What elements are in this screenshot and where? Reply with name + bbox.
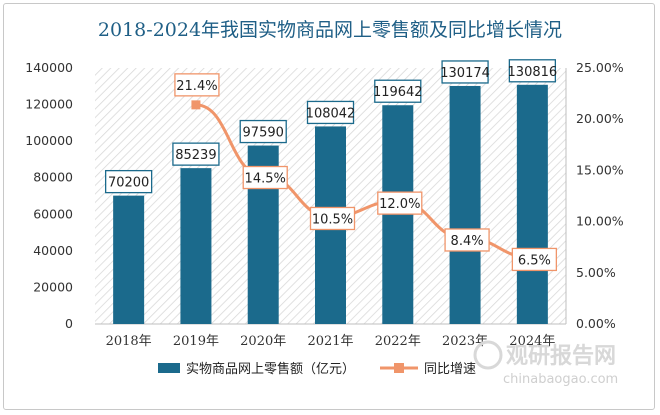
line-value-label-box (242, 165, 288, 190)
bar-value-label-box (508, 59, 557, 83)
x-axis: 2018年 2019年 2020年 2021年 2022年 2023年 2024年 (95, 323, 566, 349)
left-y-tick-label: 40000 (33, 243, 73, 258)
bar-value-label: 85239 (175, 148, 216, 163)
bar-value-label: 97590 (243, 126, 284, 141)
bar-value-label-box (172, 142, 220, 166)
line-value-label: 10.5% (312, 212, 353, 227)
x-tick-label: 2018年 (106, 334, 152, 349)
right-y-tick-label: 10.00% (576, 214, 624, 229)
chart-title: 2018-2024年我国实物商品网上零售额及同比增长情况 (98, 19, 562, 41)
right-y-tick-label: 0.00% (576, 316, 616, 331)
right-y-tick-label: 20.00% (576, 111, 624, 126)
left-y-tick-label: 20000 (33, 279, 73, 294)
x-tick-label: 2020年 (240, 334, 286, 349)
bar-value-label-box (239, 119, 287, 144)
x-tick-label: 2022年 (375, 334, 421, 349)
line-value-label: 6.5% (518, 253, 551, 268)
bar-value-label: 108042 (306, 106, 356, 121)
line-marker (191, 100, 201, 110)
legend-swatch-bar (158, 363, 180, 373)
left-y-tick-label: 60000 (33, 206, 73, 221)
bar (449, 85, 481, 324)
bar-value-label-box (374, 79, 422, 103)
line-value-label-box (511, 247, 558, 272)
left-y-tick-label: 140000 (25, 60, 73, 75)
bar-value-label: 119642 (373, 85, 423, 100)
right-y-axis: 0.00% 5.00% 10.00% 15.00% 20.00% 25.00% (565, 60, 624, 331)
line-value-label-box (309, 206, 356, 231)
line-value-label-box (174, 73, 220, 97)
line-value-label-box (377, 191, 423, 215)
right-y-tick-label: 15.00% (576, 162, 624, 177)
watermark: 观研报告网 chinabaogao.com (473, 340, 618, 387)
bar-value-label-box (441, 60, 489, 84)
x-tick-label: 2021年 (307, 334, 353, 349)
bar-value-label: 130816 (508, 65, 558, 80)
legend-swatch-marker (394, 363, 404, 373)
x-tick-label: 2024年 (509, 334, 555, 349)
legend-label-bar: 实物商品网上零售额（亿元） (186, 361, 355, 377)
left-y-axis: 0 20000 40000 60000 80000 100000 120000 140000 (25, 60, 73, 331)
x-tick-label: 2023年 (442, 334, 488, 349)
x-tick-label: 2019年 (173, 334, 219, 349)
line-value-label: 14.5% (245, 172, 286, 187)
watermark-logo-icon (473, 340, 503, 370)
bar-value-label-box (306, 100, 355, 125)
data-labels: 70200 85239 97590 108042 119642 130174 130816 2… (104, 59, 558, 272)
line-value-label-box (444, 228, 490, 252)
line-value-label: 12.0% (379, 197, 420, 212)
left-y-tick-label: 80000 (33, 170, 73, 185)
line-value-label: 8.4% (451, 234, 484, 249)
line-value-label: 21.4% (176, 79, 217, 94)
watermark-text-cn: 观研报告网 (506, 344, 616, 369)
legend-label-line: 同比增速 (424, 362, 476, 377)
watermark-text-en: chinabaogao.com (503, 372, 618, 387)
bar (113, 195, 145, 324)
left-y-tick-label: 120000 (25, 97, 73, 112)
left-y-tick-label: 0 (65, 316, 73, 331)
bar-value-label: 130174 (440, 66, 490, 81)
legend: 实物商品网上零售额（亿元） 同比增速 (158, 361, 476, 377)
bar-value-label: 70200 (108, 176, 149, 191)
bar (516, 84, 548, 324)
bar (180, 168, 212, 324)
right-y-tick-label: 5.00% (576, 265, 616, 280)
bar-value-label-box (104, 169, 153, 194)
left-y-tick-label: 100000 (25, 133, 73, 148)
right-y-tick-label: 25.00% (576, 60, 624, 75)
